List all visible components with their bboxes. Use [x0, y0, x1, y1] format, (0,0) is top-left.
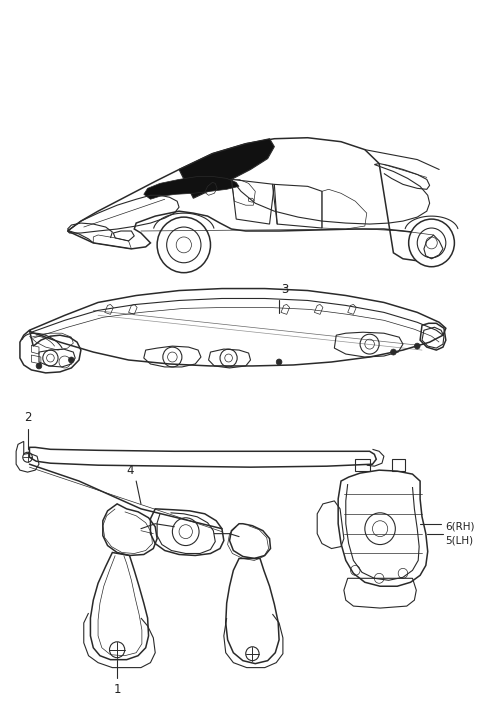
Circle shape [36, 363, 42, 369]
Circle shape [157, 217, 211, 273]
Polygon shape [179, 139, 275, 198]
Text: 4: 4 [127, 464, 134, 477]
Circle shape [414, 343, 420, 349]
Text: 1: 1 [113, 683, 121, 696]
Text: 2: 2 [24, 412, 31, 425]
Circle shape [69, 357, 74, 363]
Text: 5(LH): 5(LH) [445, 536, 473, 546]
Polygon shape [144, 176, 239, 199]
Text: 6(RH): 6(RH) [445, 522, 474, 531]
Circle shape [391, 349, 396, 355]
Circle shape [276, 359, 282, 365]
Text: 3: 3 [281, 284, 288, 297]
Circle shape [408, 219, 455, 266]
